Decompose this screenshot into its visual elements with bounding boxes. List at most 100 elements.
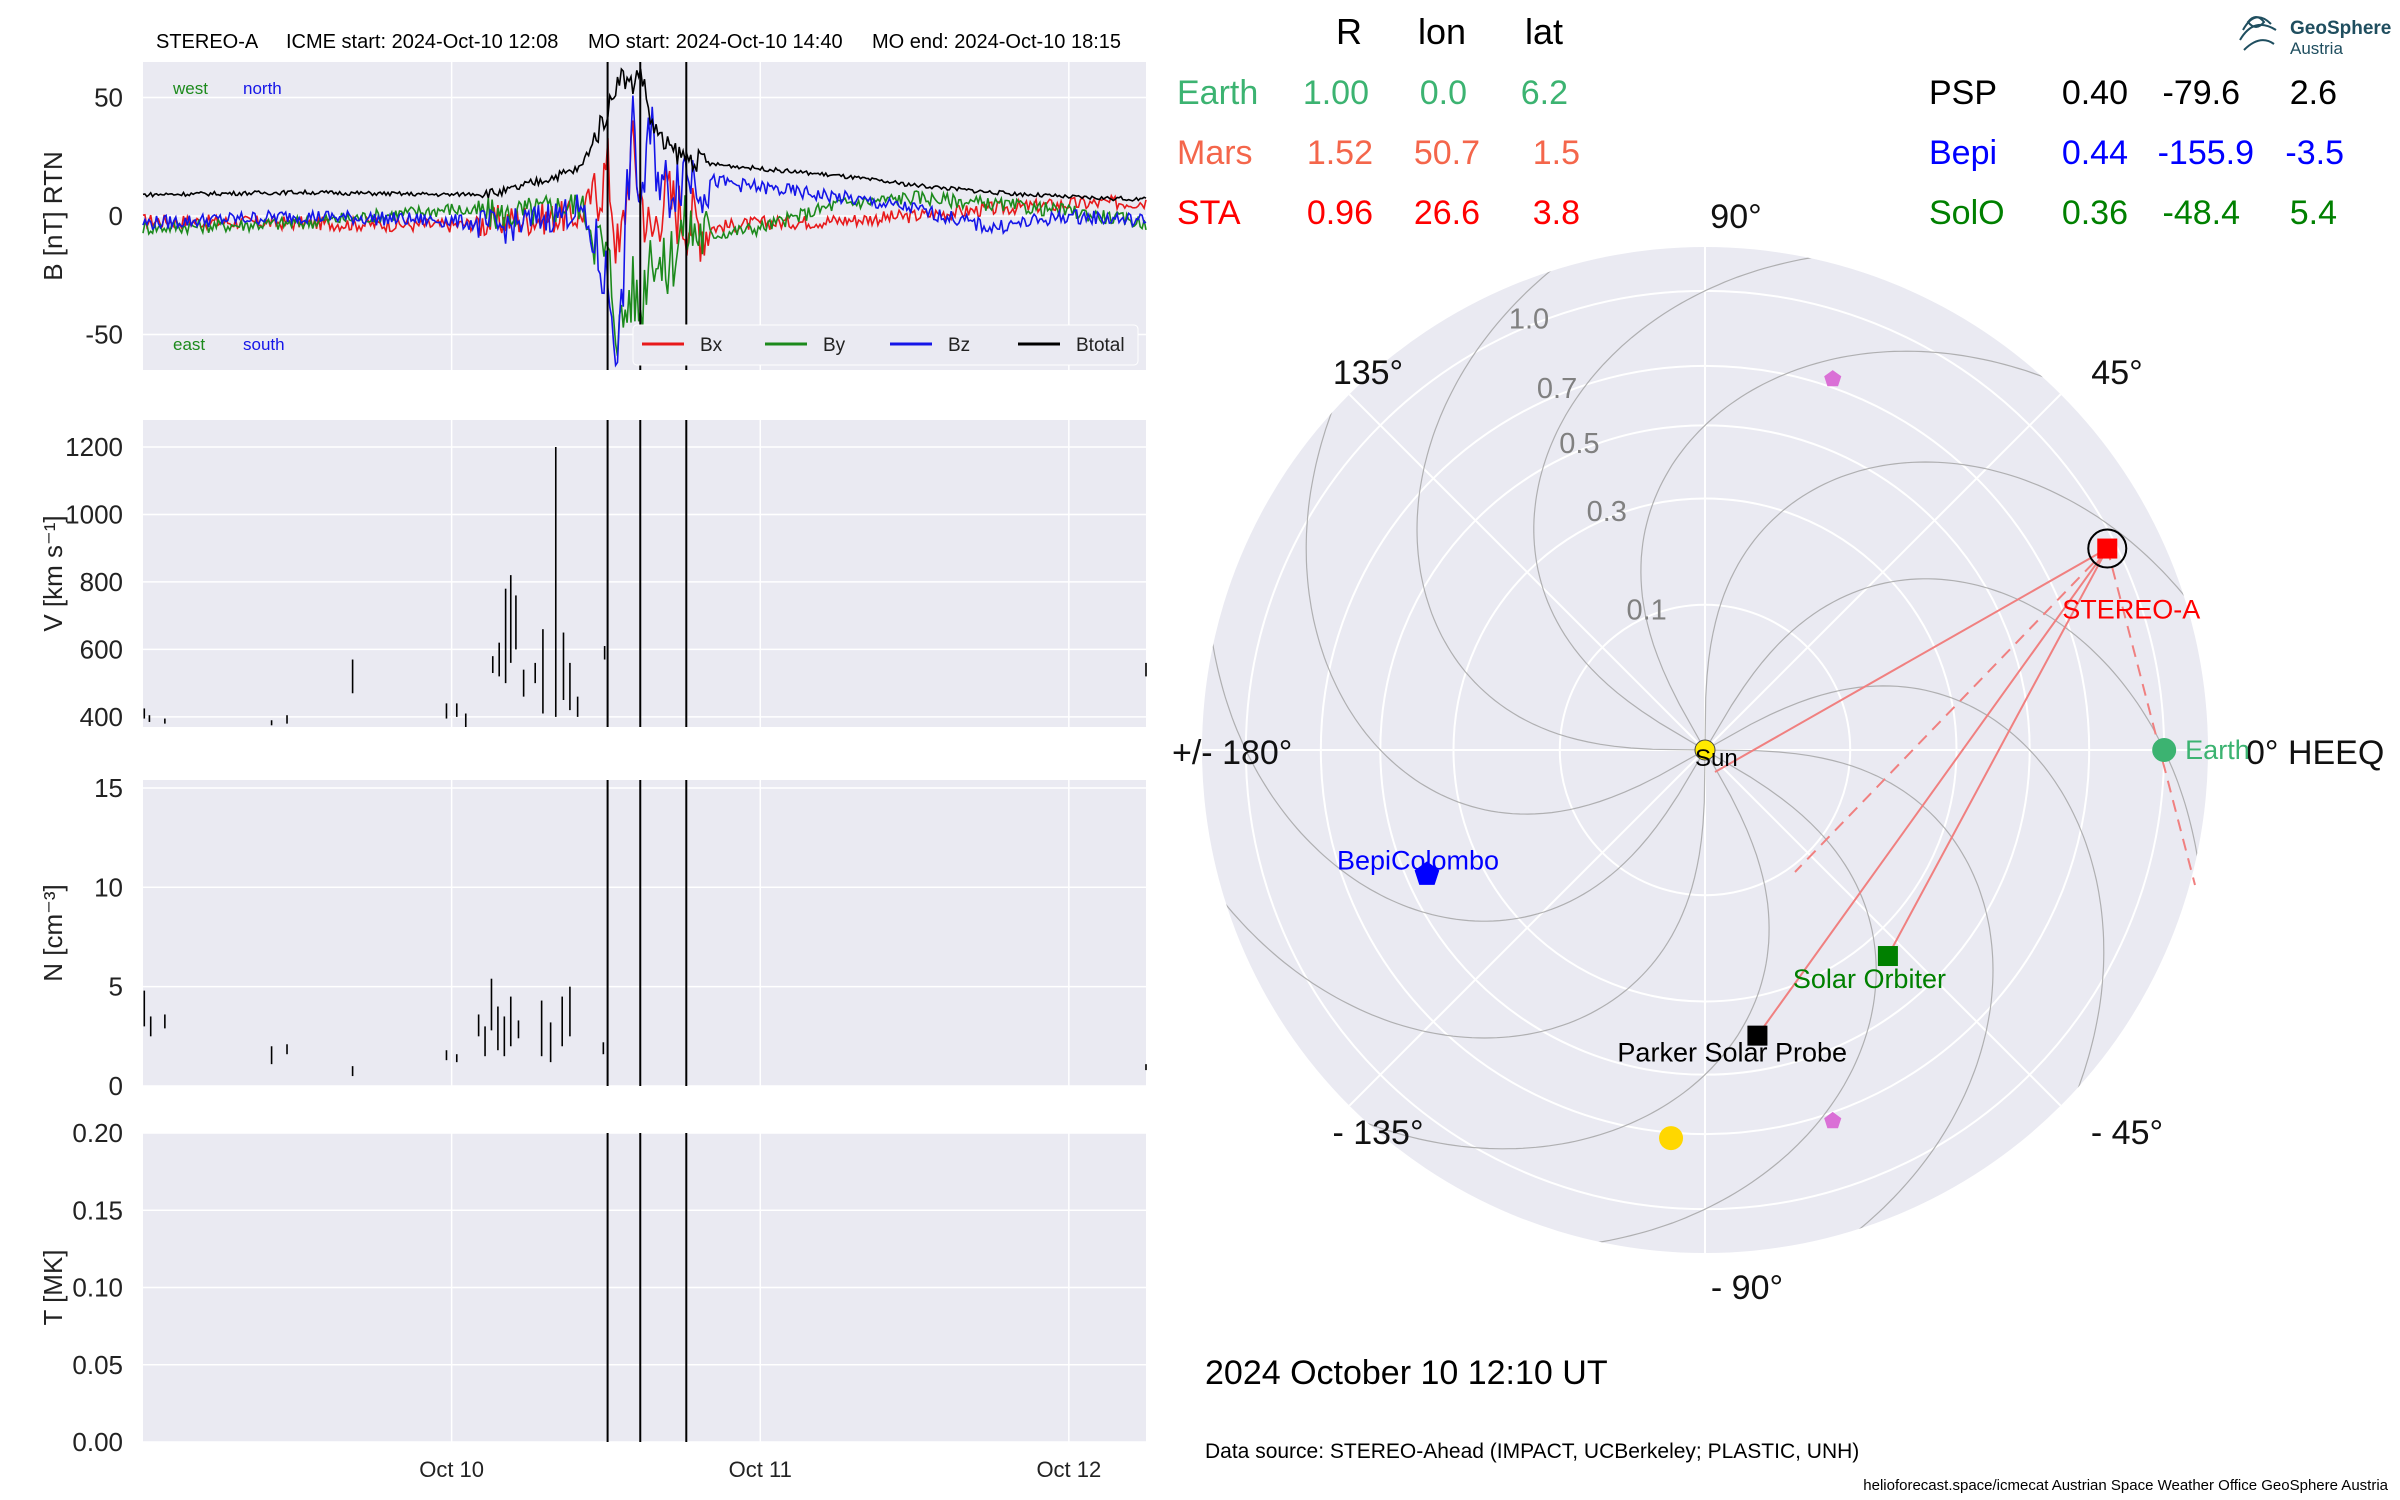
data-source: Data source: STEREO-Ahead (IMPACT, UCBer… bbox=[1205, 1440, 1859, 1463]
y-tick-label: 50 bbox=[94, 83, 123, 113]
stereo-a-marker bbox=[2097, 538, 2118, 559]
radial-tick-label: 0.3 bbox=[1587, 496, 1627, 528]
sta-connection-line bbox=[1756, 547, 2109, 1037]
title-mo-start: MO start: 2024-Oct-10 14:40 bbox=[588, 31, 843, 53]
y-tick-label: 400 bbox=[80, 702, 123, 732]
plot-title: STEREO-A ICME start: 2024-Oct-10 12:08 M… bbox=[156, 31, 1121, 53]
row-solo-lon: -48.4 bbox=[2163, 194, 2241, 232]
series-line-bx bbox=[142, 120, 1147, 264]
y-tick-label: 0.05 bbox=[72, 1350, 123, 1380]
legend: Bx By Bz Btotal bbox=[632, 324, 1139, 366]
radial-tick-label: 0.5 bbox=[1559, 428, 1599, 460]
y-tick-label: 15 bbox=[94, 773, 123, 803]
sta-sun-line bbox=[1714, 547, 2108, 773]
row-solo-name: SolO bbox=[1929, 194, 2005, 232]
sun-label: Sun bbox=[1695, 745, 1738, 772]
row-mars: Mars 1.52 50.7 1.5 bbox=[1177, 134, 1580, 172]
y-axis-label: T [MK] bbox=[38, 1249, 68, 1325]
series-line-btotal bbox=[142, 67, 1147, 202]
y-tick-label: 5 bbox=[109, 972, 123, 1002]
stereo-a-label: STEREO-A bbox=[2062, 595, 2200, 625]
row-mars-lat: 1.5 bbox=[1533, 134, 1580, 172]
legend-label-bx: Bx bbox=[700, 335, 723, 356]
row-bepi-r: 0.44 bbox=[2062, 134, 2128, 172]
row-earth-lon: 0.0 bbox=[1420, 74, 1467, 112]
y-tick-label: 0.10 bbox=[72, 1273, 123, 1303]
credits: helioforecast.space/icmecat Austrian Spa… bbox=[1863, 1477, 2388, 1494]
sta-dashed-line bbox=[1794, 547, 2108, 873]
angle-label: 90° bbox=[1710, 198, 1761, 236]
row-earth: Earth 1.00 0.0 6.2 bbox=[1177, 74, 1568, 112]
radial-tick-label: 1.0 bbox=[1509, 303, 1549, 335]
row-psp-lon: -79.6 bbox=[2163, 74, 2241, 112]
row-earth-name: Earth bbox=[1177, 74, 1258, 112]
row-mars-name: Mars bbox=[1177, 134, 1253, 172]
title-icme-start: ICME start: 2024-Oct-10 12:08 bbox=[286, 31, 558, 53]
timestamp: 2024 October 10 12:10 UT bbox=[1205, 1354, 1608, 1392]
radial-tick-label: 0.7 bbox=[1537, 373, 1577, 405]
magnetic-field-panel: 50 0 -50 B [nT] RTN west north east south Bx By Bz… bbox=[38, 62, 1147, 370]
parker-spiral-line bbox=[1416, 247, 1742, 751]
row-sta: STA 0.96 26.6 3.8 bbox=[1177, 194, 1580, 232]
row-sta-r: 0.96 bbox=[1307, 194, 1373, 232]
earth-marker bbox=[2152, 738, 2177, 762]
y-tick-label: 1000 bbox=[65, 499, 123, 529]
sun-marker bbox=[1694, 739, 1716, 761]
geosphere-logo: GeoSphere Austria bbox=[2239, 16, 2391, 58]
header-lat: lat bbox=[1525, 11, 1563, 52]
y-tick-label: 0 bbox=[109, 1071, 123, 1101]
row-psp-lat: 2.6 bbox=[2290, 74, 2337, 112]
y-tick-label: 1200 bbox=[65, 432, 123, 462]
y-tick-label: 800 bbox=[80, 567, 123, 597]
earth-label: Earth bbox=[2185, 735, 2250, 765]
angle-label: - 90° bbox=[1711, 1269, 1783, 1307]
row-earth-lat: 6.2 bbox=[1521, 74, 1568, 112]
row-psp: PSP 0.40 -79.6 2.6 bbox=[1929, 74, 2337, 112]
angular-gridline bbox=[1348, 393, 1706, 751]
title-mo-end: MO end: 2024-Oct-10 18:15 bbox=[872, 31, 1121, 53]
legend-label-bz: Bz bbox=[948, 335, 970, 356]
position-table: R lon lat Earth 1.00 0.0 6.2 Mars 1.52 5… bbox=[1177, 11, 2344, 232]
row-psp-name: PSP bbox=[1929, 74, 1997, 112]
y-tick-label: 600 bbox=[80, 634, 123, 664]
stereo-a-ring bbox=[2087, 528, 2128, 569]
row-sta-name: STA bbox=[1177, 194, 1241, 232]
y-tick-label: 0.15 bbox=[72, 1195, 123, 1225]
angle-label: 0° HEEQ bbox=[2246, 734, 2384, 772]
label-east: east bbox=[173, 335, 205, 354]
series-line-by bbox=[142, 190, 1147, 357]
label-west: west bbox=[172, 79, 208, 98]
speed-panel: 1200 1000 800 600 400 V [km s⁻¹] bbox=[38, 420, 1147, 732]
angle-label: 135° bbox=[1333, 354, 1403, 392]
angle-label: +/- 180° bbox=[1172, 734, 1292, 772]
series-line-bz bbox=[142, 95, 1147, 368]
x-tick-label: Oct 11 bbox=[729, 1457, 792, 1482]
bepicolombo-label: BepiColombo bbox=[1337, 845, 1499, 875]
x-tick-label: Oct 10 bbox=[419, 1457, 484, 1482]
y-tick-label: 10 bbox=[94, 872, 123, 902]
temperature-panel: 0.20 0.15 0.10 0.05 0.00 T [MK] Oct 10 Oct 11 Oc… bbox=[38, 1118, 1146, 1482]
row-mars-r: 1.52 bbox=[1307, 134, 1373, 172]
row-psp-r: 0.40 bbox=[2062, 74, 2128, 112]
label-south: south bbox=[243, 335, 285, 354]
geosphere-swirl-icon bbox=[2239, 16, 2277, 51]
y-tick-label: 0.20 bbox=[72, 1118, 123, 1148]
angle-label: - 135° bbox=[1332, 1114, 1423, 1152]
row-bepi-lon: -155.9 bbox=[2158, 134, 2254, 172]
row-mars-lon: 50.7 bbox=[1414, 134, 1480, 172]
parker-solar-probe-label: Parker Solar Probe bbox=[1617, 1038, 1847, 1068]
label-north: north bbox=[243, 79, 282, 98]
parker-spiral-line bbox=[1704, 461, 2208, 787]
y-tick-label: 0.00 bbox=[72, 1427, 123, 1457]
solar-orbiter-marker bbox=[1877, 946, 1898, 967]
legend-box bbox=[632, 324, 1139, 366]
legend-label-by: By bbox=[823, 335, 846, 356]
angular-gridline bbox=[1348, 749, 1706, 1107]
row-sta-lat: 3.8 bbox=[1533, 194, 1580, 232]
row-solo-lat: 5.4 bbox=[2290, 194, 2337, 232]
y-tick-label: 0 bbox=[109, 201, 123, 231]
radial-tick-label: 0.1 bbox=[1626, 594, 1666, 626]
polar-position-plot: 0.1 0.3 0.5 0.7 1.0 90° 45° 0° HEEQ - 45° - 90° - … bbox=[1172, 198, 2384, 1307]
panel-background bbox=[143, 780, 1146, 1086]
y-axis-label: V [km s⁻¹] bbox=[38, 515, 68, 631]
